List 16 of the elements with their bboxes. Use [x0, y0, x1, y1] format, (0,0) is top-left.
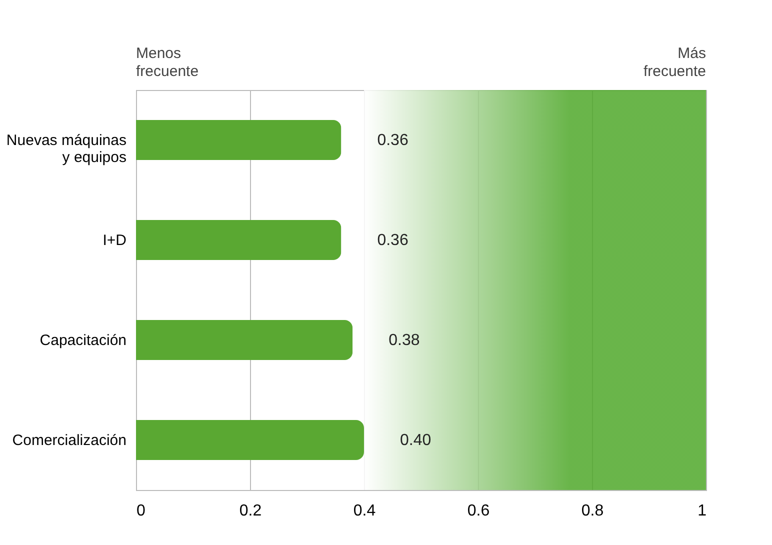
x-tick-label: 1: [698, 502, 707, 520]
x-tick-label: 0.4: [353, 502, 376, 520]
x-tick-label: 0.6: [467, 502, 490, 520]
y-tick-label: Nuevas máquinas y equipos: [6, 132, 126, 166]
x-tick-label: 0.2: [239, 502, 262, 520]
data-label: 0.36: [377, 232, 408, 249]
y-tick-label: I+D: [102, 232, 127, 249]
data-label: 0.36: [377, 132, 408, 149]
y-tick-label: Capacitación: [40, 332, 126, 349]
y-tick-label: Comercialización: [12, 432, 126, 449]
data-label: 0.40: [400, 432, 432, 449]
data-label: 0.38: [388, 332, 420, 349]
text: Más frecuente: [643, 45, 706, 80]
text: Menos frecuente: [136, 45, 199, 80]
x-tick-label: 0: [136, 502, 146, 520]
x-tick-label: 0.8: [581, 502, 604, 520]
